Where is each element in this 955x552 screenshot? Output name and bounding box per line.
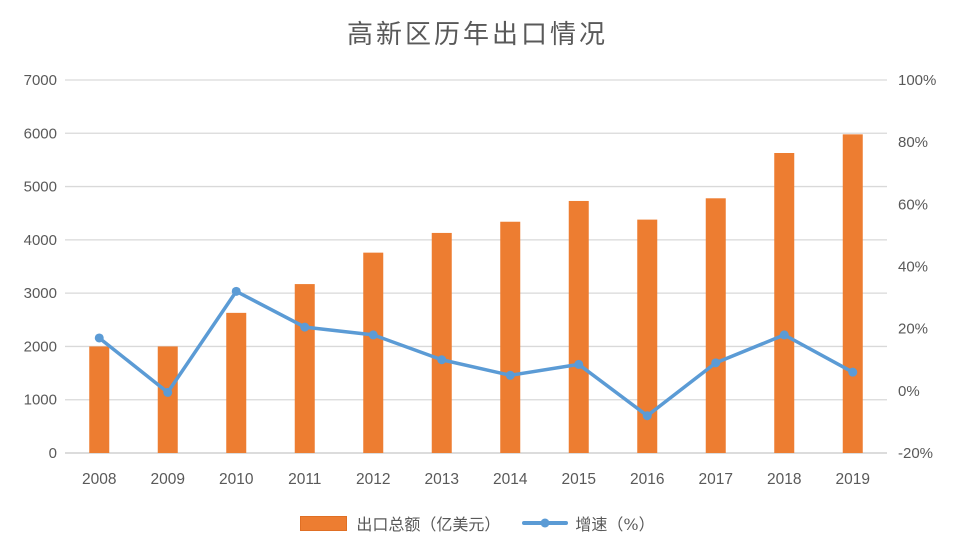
growth-point-2013 bbox=[437, 355, 447, 365]
growth-point-2010 bbox=[231, 286, 241, 296]
legend-bar-swatch-icon bbox=[300, 515, 348, 531]
y-axis-right-tick-label: 0% bbox=[898, 383, 920, 400]
y-axis-right-tick-label: 80% bbox=[898, 134, 928, 151]
y-axis-left-tick-label: 6000 bbox=[24, 125, 57, 142]
x-axis-tick-label: 2013 bbox=[425, 471, 459, 488]
bar-2012 bbox=[363, 252, 384, 453]
growth-point-2016 bbox=[642, 411, 652, 421]
x-axis-tick-label: 2009 bbox=[151, 471, 185, 488]
bar-2014 bbox=[500, 221, 521, 453]
bar-2010 bbox=[226, 312, 247, 453]
y-axis-left-tick-label: 5000 bbox=[24, 179, 57, 196]
growth-point-2018 bbox=[779, 330, 789, 340]
growth-point-2015 bbox=[574, 359, 584, 369]
x-axis-tick-label: 2016 bbox=[630, 471, 664, 488]
bar-2009 bbox=[157, 346, 178, 453]
y-axis-left-tick-label: 2000 bbox=[24, 338, 57, 355]
y-axis-left-tick-label: 0 bbox=[49, 445, 57, 462]
x-axis-tick-label: 2010 bbox=[219, 471, 254, 488]
x-axis-tick-label: 2018 bbox=[767, 471, 801, 488]
y-axis-left-tick-label: 1000 bbox=[24, 392, 57, 409]
legend-line-swatch-icon bbox=[522, 518, 569, 528]
growth-point-2019 bbox=[848, 367, 858, 377]
x-axis-tick-label: 2017 bbox=[699, 471, 733, 488]
bar-2015 bbox=[568, 200, 589, 453]
legend-line-marker-icon bbox=[540, 518, 550, 528]
y-axis-left-tick-label: 7000 bbox=[24, 72, 57, 89]
growth-point-2008 bbox=[94, 333, 104, 343]
bar-2008 bbox=[89, 346, 110, 453]
legend-bar-series-label: 出口总额（亿美元） bbox=[356, 515, 501, 534]
y-axis-right-tick-label: 20% bbox=[898, 321, 928, 338]
bar-2017 bbox=[705, 198, 726, 453]
bar-2019 bbox=[842, 134, 863, 453]
growth-rate-line bbox=[97, 289, 855, 418]
legend-line-series-label: 增速（%） bbox=[575, 515, 655, 534]
growth-point-2011 bbox=[300, 322, 310, 332]
x-axis-tick-label: 2011 bbox=[288, 471, 321, 488]
x-axis-tick-label: 2012 bbox=[356, 471, 390, 488]
y-axis-right-tick-label: -20% bbox=[898, 445, 933, 462]
growth-point-2014 bbox=[505, 370, 515, 380]
x-axis-tick-label: 2015 bbox=[562, 471, 596, 488]
x-axis-tick-label: 2014 bbox=[493, 471, 528, 488]
x-axis-tick-label: 2019 bbox=[836, 471, 870, 488]
y-axis-right-tick-label: 40% bbox=[898, 259, 928, 276]
x-axis-tick-label: 2008 bbox=[82, 471, 116, 488]
chart-legend: 出口总额（亿美元） 增速（%） bbox=[0, 508, 955, 538]
growth-point-2009 bbox=[163, 387, 173, 397]
bar-2013 bbox=[431, 232, 452, 453]
y-axis-right-tick-label: 60% bbox=[898, 196, 928, 213]
growth-point-2012 bbox=[368, 330, 378, 340]
bar-2018 bbox=[774, 153, 795, 453]
chart-title: 高新区历年出口情况 bbox=[346, 20, 608, 50]
y-axis-left-tick-label: 3000 bbox=[24, 285, 57, 302]
y-axis-left-tick-label: 4000 bbox=[24, 232, 57, 249]
growth-point-2017 bbox=[711, 358, 721, 368]
bar-2016 bbox=[637, 219, 658, 453]
bar-2011 bbox=[294, 284, 315, 453]
y-axis-right-tick-label: 100% bbox=[898, 72, 936, 89]
